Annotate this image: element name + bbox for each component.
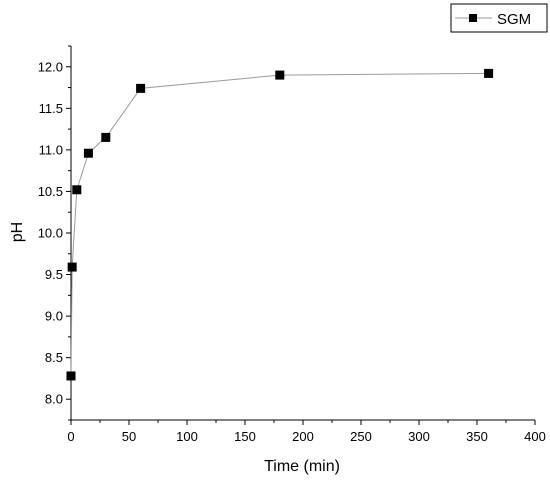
- data-point: [275, 70, 285, 80]
- x-tick-label: 100: [176, 429, 198, 444]
- y-tick-label: 11.0: [39, 142, 63, 157]
- x-tick-label: 150: [234, 429, 256, 444]
- data-point: [101, 132, 111, 142]
- y-tick-label: 8.0: [45, 392, 63, 407]
- y-tick-label: 10.0: [38, 226, 63, 241]
- y-tick-label: 9.5: [45, 267, 63, 282]
- series-points-group: [66, 68, 494, 381]
- legend-marker: [469, 14, 477, 22]
- y-tick-label: 12.0: [38, 59, 63, 74]
- y-axis-title: pH: [9, 222, 26, 242]
- x-tick-label: 200: [292, 429, 314, 444]
- y-tick-label: 8.5: [45, 350, 63, 365]
- x-tick-label: 0: [67, 429, 74, 444]
- data-point: [67, 262, 77, 272]
- x-tick-label: 300: [408, 429, 430, 444]
- y-tick-labels: 8.0 8.5 9.0 9.5 10.0 10.5 11.0 11.5 12.0: [38, 59, 63, 406]
- legend: SGM: [450, 3, 548, 33]
- legend-label: SGM: [497, 11, 531, 28]
- x-tick-label: 400: [524, 429, 546, 444]
- data-point: [83, 148, 93, 158]
- data-point: [72, 185, 82, 195]
- x-axis-title: Time (min): [264, 458, 340, 475]
- series-line-group: [70, 72, 489, 376]
- tick-marks: [66, 45, 536, 425]
- data-point: [136, 83, 146, 93]
- y-tick-label: 10.5: [38, 184, 63, 199]
- y-tick-label: 11.5: [39, 101, 63, 116]
- x-tick-label: 50: [122, 429, 136, 444]
- series-line: [70, 72, 489, 376]
- data-point: [484, 68, 494, 78]
- y-tick-label: 9.0: [45, 309, 63, 324]
- axes: [70, 46, 535, 421]
- data-point: [66, 371, 76, 381]
- x-tick-labels: 0 50 100 150 200 250 300 350 400: [67, 429, 545, 444]
- x-tick-label: 350: [466, 429, 488, 444]
- x-tick-label: 250: [350, 429, 372, 444]
